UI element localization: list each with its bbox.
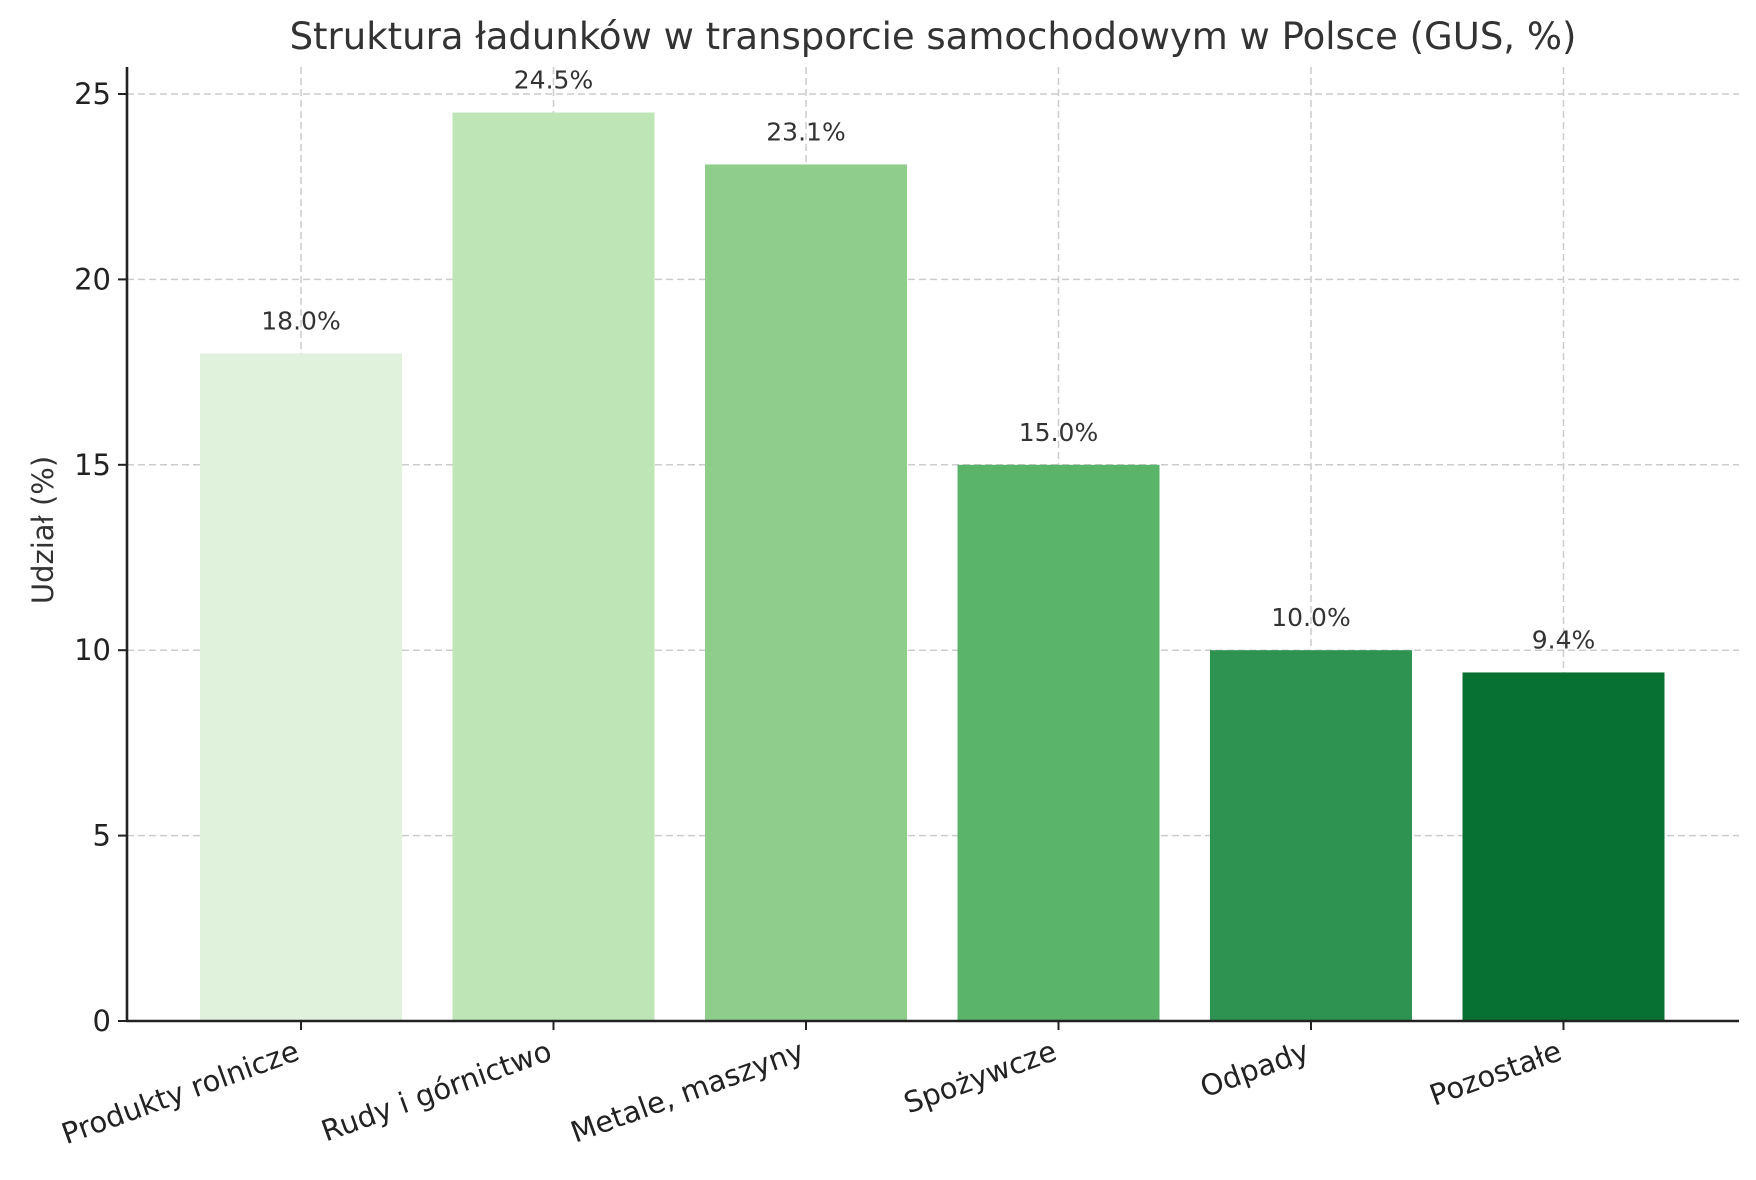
x-axis-ticks: Produkty rolnicze Rudy i górnictwo Metale,…: [57, 1021, 1566, 1151]
y-tick-label: 20: [74, 262, 111, 296]
bar: [452, 112, 655, 1022]
axes: [125, 67, 1739, 1023]
bar: [1462, 672, 1665, 1021]
x-tick-label: Produkty rolnicze: [57, 1034, 303, 1151]
y-tick-label: 10: [74, 633, 111, 667]
bar-value-label: 15.0%: [1019, 418, 1098, 447]
y-tick-label: 15: [74, 448, 111, 482]
bar: [200, 353, 402, 1021]
y-axis-label: Udział (%): [26, 456, 60, 604]
x-tick-label: Metale, maszyny: [566, 1034, 808, 1150]
bar-value-label: 9.4%: [1532, 625, 1596, 654]
y-tick-label: 25: [74, 77, 111, 111]
bar: [957, 464, 1160, 1021]
y-tick-label: 0: [93, 1004, 111, 1038]
bar-value-label: 10.0%: [1271, 603, 1350, 632]
x-tick-label: Rudy i górnictwo: [317, 1034, 556, 1149]
y-tick-label: 5: [93, 819, 111, 853]
value-labels: 18.0% 24.5% 23.1% 15.0% 10.0% 9.4%: [261, 66, 1595, 655]
bar: [1210, 650, 1412, 1021]
bar-value-label: 18.0%: [261, 307, 340, 336]
x-tick-label: Spożywcze: [899, 1034, 1061, 1121]
x-tick-label: Pozostałe: [1425, 1034, 1566, 1113]
bar: [705, 164, 907, 1021]
bar-value-label: 23.1%: [766, 117, 845, 146]
bars: [200, 112, 1665, 1022]
bar-value-label: 24.5%: [514, 66, 593, 95]
y-axis-ticks: 0 5 10 15 20 25: [74, 77, 127, 1038]
chart-title: Struktura ładunków w transporcie samocho…: [290, 15, 1577, 58]
x-tick-label: Odpady: [1196, 1034, 1314, 1105]
